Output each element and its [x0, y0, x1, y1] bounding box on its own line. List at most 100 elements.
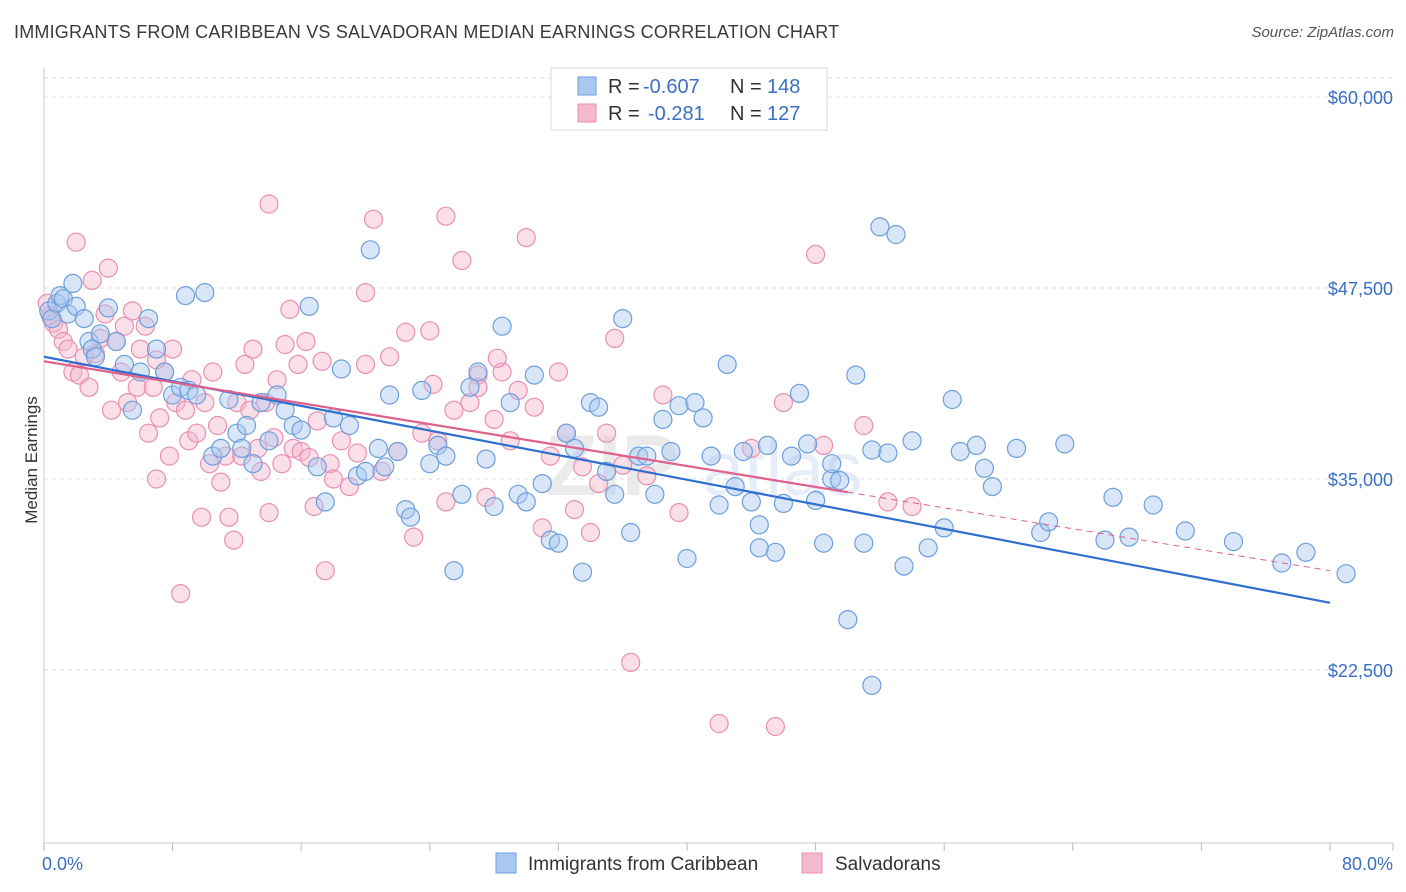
caribbean-point-124 — [1006, 438, 1027, 458]
caribbean-point-79 — [605, 484, 625, 504]
caribbean-point-56 — [420, 454, 440, 474]
salvadorans-point-72 — [331, 431, 351, 451]
series-salvadorans — [37, 194, 922, 737]
caribbean-point-27 — [203, 446, 223, 466]
salvadorans-point-21 — [122, 301, 142, 321]
legend-swatch-blue — [577, 76, 597, 96]
trend-line-salvadorans-extension — [847, 491, 1331, 572]
salvadorans-point-43 — [211, 472, 231, 492]
salvadorans-point-88 — [460, 393, 480, 413]
caribbean-point-78 — [596, 461, 617, 481]
legend-r-label-blue: R = — [608, 76, 640, 98]
caribbean-point-95 — [733, 441, 753, 462]
caribbean-point-85 — [653, 409, 673, 429]
caribbean-point-101 — [781, 446, 802, 466]
caribbean-point-92 — [709, 495, 729, 515]
salvadorans-point-78 — [380, 347, 400, 367]
legend-n-label-blue: N = — [730, 76, 762, 98]
legend-r-label-pink: R = — [608, 103, 640, 125]
salvadorans-point-127 — [468, 377, 488, 397]
caribbean-point-96 — [741, 492, 761, 512]
salvadorans-point-38 — [191, 507, 212, 527]
chart-title: IMMIGRANTS FROM CARIBBEAN VS SALVADORAN … — [14, 22, 840, 42]
caribbean-point-108 — [838, 609, 858, 630]
x-tick-label-1: 80.0% — [1342, 854, 1393, 874]
salvadorans-point-96 — [524, 397, 544, 417]
salvadorans-point-122 — [259, 194, 279, 214]
salvadorans-point-62 — [288, 354, 308, 374]
salvadorans-point-15 — [98, 258, 118, 278]
salvadorans-point-126 — [487, 348, 507, 368]
caribbean-point-39 — [291, 420, 311, 440]
caribbean-point-139 — [749, 538, 769, 558]
salvadorans-point-117 — [813, 435, 834, 455]
salvadorans-point-13 — [90, 328, 110, 348]
salvadorans-point-9 — [74, 347, 94, 367]
salvadorans-point-75 — [355, 354, 376, 374]
caribbean-point-107 — [830, 470, 850, 491]
bottom-legend-caribbean: Immigrants from Caribbean — [528, 854, 758, 875]
caribbean-point-137 — [862, 675, 882, 695]
salvadorans-point-80 — [396, 322, 416, 342]
caribbean-point-51 — [380, 385, 400, 405]
caribbean-point-83 — [637, 446, 657, 466]
caribbean-point-11 — [85, 347, 106, 367]
caribbean-point-41 — [307, 457, 327, 477]
salvadorans-point-31 — [163, 339, 183, 359]
caribbean-point-45 — [339, 415, 359, 436]
caribbean-point-105 — [813, 533, 834, 553]
trend-line-salvadorans — [43, 360, 848, 494]
salvadorans-point-67 — [307, 411, 327, 431]
caribbean-point-89 — [685, 393, 705, 413]
salvadorans-point-110 — [653, 385, 673, 405]
salvadorans-point-99 — [548, 362, 569, 382]
legend-n-value-blue: 148 — [767, 76, 800, 98]
y-tick-label-0: $22,500 — [1328, 661, 1393, 681]
caribbean-point-13 — [98, 298, 118, 318]
caribbean-point-110 — [854, 533, 874, 553]
caribbean-point-88 — [677, 548, 697, 569]
salvadorans-point-5 — [58, 339, 78, 359]
salvadorans-point-30 — [159, 446, 179, 466]
caribbean-point-14 — [106, 331, 126, 352]
caribbean-point-72 — [548, 533, 569, 553]
y-tick-label-1: $35,000 — [1328, 470, 1393, 490]
salvadorans-point-73 — [339, 477, 359, 497]
salvadorans-point-76 — [363, 209, 384, 229]
salvadorans-point-11 — [82, 270, 102, 290]
caribbean-point-28 — [211, 438, 231, 458]
legend-n-value-pink: 127 — [767, 103, 800, 125]
salvadorans-point-41 — [203, 362, 223, 382]
salvadorans-point-68 — [312, 351, 332, 371]
salvadorans-point-25 — [138, 423, 159, 443]
y-axis-title: Median Earnings — [22, 396, 41, 524]
caribbean-point-99 — [765, 542, 786, 562]
salvadorans-point-102 — [572, 457, 593, 477]
salvadorans-point-42 — [208, 415, 228, 436]
caribbean-point-119 — [942, 389, 962, 410]
caribbean-point-47 — [355, 461, 376, 481]
salvadorans-point-81 — [404, 527, 424, 547]
caribbean-point-122 — [974, 458, 995, 478]
caribbean-point-127 — [1055, 434, 1075, 454]
salvadorans-point-51 — [243, 339, 263, 359]
salvadorans-point-50 — [240, 400, 260, 420]
salvadorans-point-98 — [540, 446, 561, 466]
caribbean-point-35 — [259, 431, 279, 451]
caribbean-point-6 — [63, 273, 83, 293]
bottom-legend-swatch-salvadorans — [801, 852, 823, 874]
caribbean-point-114 — [886, 224, 906, 245]
caribbean-point-116 — [902, 431, 922, 451]
salvadorans-point-123 — [436, 206, 456, 226]
caribbean-point-113 — [878, 443, 898, 463]
salvadorans-point-48 — [232, 446, 252, 466]
correlation-legend: R = -0.607 N = 148 R = -0.281 N = 127 — [550, 67, 828, 131]
series-caribbean — [39, 217, 1356, 695]
caribbean-point-91 — [701, 446, 721, 466]
caribbean-point-84 — [645, 484, 665, 504]
salvadorans-point-124 — [423, 374, 443, 394]
caribbean-point-54 — [400, 507, 421, 527]
salvadorans-point-91 — [484, 409, 504, 429]
caribbean-point-121 — [966, 435, 987, 455]
salvadorans-point-71 — [323, 469, 343, 489]
